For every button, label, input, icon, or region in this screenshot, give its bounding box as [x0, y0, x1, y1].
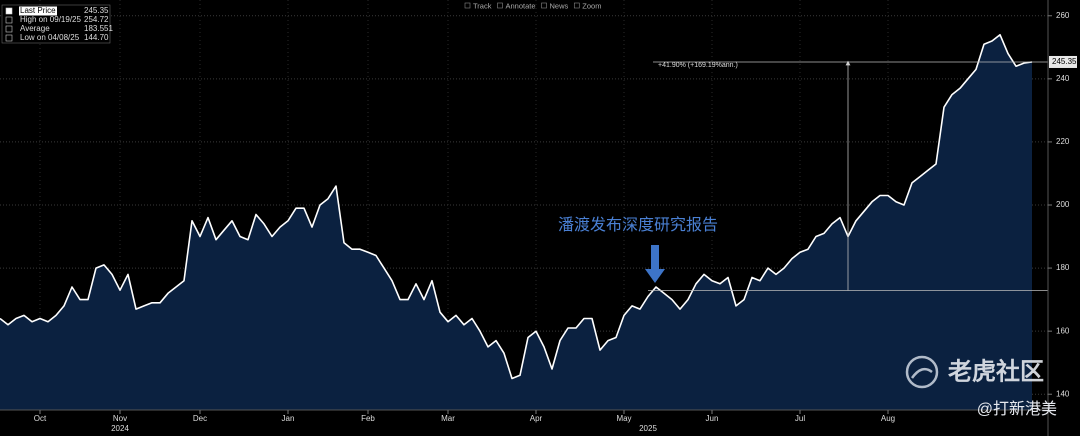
- legend-label: Last Price: [20, 6, 56, 15]
- measure-label: +41.90% (+169.19%ann.): [658, 62, 738, 69]
- legend-swatch: [5, 34, 13, 42]
- legend-label: Low on 04/08/25: [20, 33, 80, 42]
- x-tick-label: May: [616, 414, 631, 423]
- legend-value: 144.70: [84, 33, 109, 42]
- toolbar-icon: [464, 2, 471, 9]
- x-tick-label: Nov: [113, 414, 127, 423]
- legend-swatch: [5, 25, 13, 33]
- x-tick-label: Dec: [193, 414, 207, 423]
- legend-swatch: [5, 7, 13, 15]
- y-tick-label: 240: [1056, 74, 1070, 83]
- last-price-label: 245.35: [1052, 57, 1077, 66]
- legend-value: 183.551: [84, 24, 113, 33]
- y-tick-label: 160: [1056, 326, 1070, 335]
- year-label: 2024: [111, 424, 129, 433]
- y-tick-label: 260: [1056, 11, 1070, 20]
- y-tick-label: 220: [1056, 137, 1070, 146]
- x-tick-label: Jul: [795, 414, 805, 423]
- x-tick-label: Mar: [441, 414, 455, 423]
- watermark-brand: 老虎社区: [948, 357, 1044, 385]
- callout-arrow: [645, 245, 665, 283]
- x-tick-label: Jun: [706, 414, 719, 423]
- legend-value: 245.35: [84, 6, 109, 15]
- x-tick-label: Jan: [282, 414, 295, 423]
- toolbar-button[interactable]: News: [550, 1, 569, 10]
- price-line: [0, 33, 1033, 380]
- watermark-handle: @打新港美: [977, 400, 1057, 418]
- x-tick-label: Aug: [881, 414, 895, 423]
- legend-value: 254.72: [84, 15, 109, 24]
- x-tick-label: Feb: [361, 414, 375, 423]
- y-tick-label: 200: [1056, 200, 1070, 209]
- legend-label: Average: [20, 24, 50, 33]
- y-tick-label: 140: [1056, 389, 1070, 398]
- legend-label: High on 09/19/25: [20, 15, 81, 24]
- watermark-logo: [905, 355, 939, 389]
- toolbar-button[interactable]: Zoom: [582, 1, 601, 10]
- legend-swatch: [5, 16, 13, 24]
- x-tick-label: Oct: [34, 414, 47, 423]
- toolbar-button[interactable]: Track: [473, 1, 492, 10]
- area: [0, 34, 1032, 410]
- y-tick-label: 180: [1056, 263, 1070, 272]
- toolbar-icon: [541, 2, 547, 9]
- toolbar-icon: [497, 2, 503, 9]
- toolbar-button[interactable]: Annotate: [505, 1, 535, 10]
- legend-highlight: [19, 6, 57, 16]
- callout-text: 潘渡发布深度研究报告: [558, 216, 718, 234]
- watermark-logo-stroke: [910, 367, 933, 379]
- last-price-tag: [1049, 55, 1077, 68]
- year-label: 2025: [639, 424, 657, 433]
- x-tick-label: Apr: [530, 414, 543, 423]
- toolbar-icon: [573, 2, 580, 9]
